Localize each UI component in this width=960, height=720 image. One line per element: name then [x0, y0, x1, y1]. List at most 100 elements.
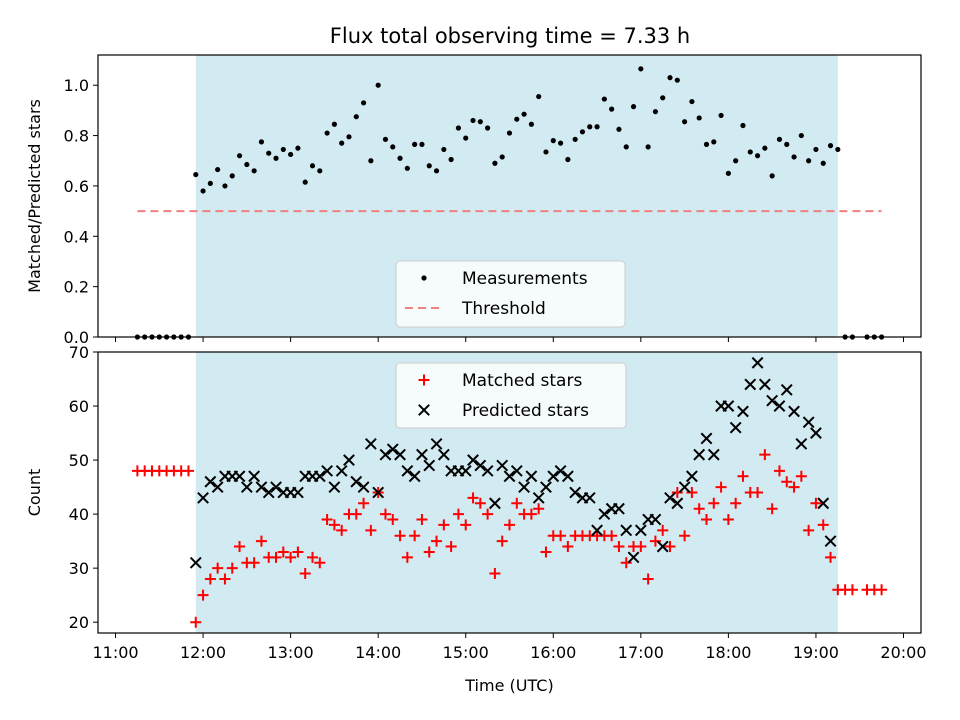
- data-point: [416, 448, 428, 461]
- data-point: [302, 179, 308, 185]
- series-predicted-stars: [189, 356, 837, 569]
- data-point: [386, 443, 399, 456]
- data-point: [292, 486, 304, 499]
- data-point: [657, 524, 669, 536]
- chart-title: Flux total observing time = 7.33 h: [330, 24, 690, 48]
- data-point: [292, 546, 304, 558]
- data-point: [387, 514, 399, 526]
- data-point: [324, 130, 330, 136]
- data-point: [452, 508, 464, 520]
- data-point: [598, 508, 611, 521]
- data-point: [372, 486, 385, 499]
- y-tick-label: 60: [69, 397, 89, 416]
- data-point: [652, 109, 659, 115]
- data-point: [321, 464, 334, 477]
- data-point: [313, 470, 326, 483]
- data-point: [758, 378, 771, 391]
- data-point: [423, 459, 436, 472]
- data-point: [711, 139, 717, 145]
- data-point: [368, 158, 374, 164]
- x-tick-label: 17:00: [618, 643, 664, 662]
- legend-box: [395, 260, 626, 328]
- x-tick-label: 11:00: [92, 643, 138, 662]
- data-point: [328, 519, 340, 531]
- data-point: [401, 551, 413, 563]
- data-point: [645, 144, 651, 150]
- data-point: [780, 383, 793, 396]
- data-point: [722, 400, 735, 412]
- data-point: [803, 524, 815, 536]
- legend-swatch: [421, 275, 427, 281]
- data-point: [788, 405, 800, 418]
- x-axis-label: Time (UTC): [464, 676, 553, 695]
- data-point: [583, 491, 596, 504]
- y-tick-label: 50: [69, 451, 89, 470]
- data-point: [788, 481, 800, 493]
- data-point: [460, 519, 472, 531]
- data-point: [474, 459, 487, 472]
- data-point: [204, 475, 217, 488]
- data-point: [569, 486, 582, 499]
- data-point: [835, 146, 841, 153]
- x-tick-label: 14:00: [355, 643, 401, 662]
- data-point: [295, 145, 301, 151]
- y-tick-label: 0.8: [64, 127, 89, 146]
- data-point: [438, 519, 450, 531]
- data-point: [740, 122, 746, 129]
- data-point: [430, 437, 443, 450]
- data-point: [489, 568, 501, 580]
- data-point: [506, 130, 513, 136]
- data-point: [798, 132, 804, 139]
- data-point: [331, 121, 337, 127]
- data-point: [846, 584, 858, 596]
- data-point: [664, 541, 676, 553]
- data-point: [251, 168, 257, 174]
- data-point: [649, 513, 662, 526]
- series-matched-stars: [131, 449, 888, 628]
- data-point: [485, 125, 491, 131]
- legend-label: Measurements: [462, 269, 588, 289]
- data-point: [642, 573, 654, 585]
- data-point: [718, 112, 724, 119]
- data-point: [273, 155, 279, 161]
- y-tick-label: 1.0: [64, 76, 89, 95]
- data-point: [426, 163, 432, 169]
- data-point: [240, 481, 253, 494]
- data-point: [299, 568, 311, 580]
- data-point: [521, 111, 527, 117]
- y-tick-label: 40: [69, 505, 89, 524]
- axes-frame: [97, 54, 922, 338]
- data-point: [730, 497, 742, 509]
- y-tick-label: 30: [69, 559, 89, 578]
- data-point: [802, 416, 815, 429]
- data-point: [876, 584, 888, 596]
- data-point: [769, 173, 775, 179]
- data-point: [609, 106, 615, 112]
- data-point: [481, 464, 494, 477]
- data-point: [255, 481, 268, 494]
- data-point: [766, 394, 779, 407]
- data-point: [335, 464, 348, 477]
- legend-box: [395, 362, 627, 429]
- data-point: [248, 557, 260, 569]
- data-point: [579, 129, 586, 135]
- data-point: [409, 530, 421, 542]
- data-point: [503, 470, 516, 483]
- data-point: [408, 470, 421, 483]
- legend: Matched stars Predicted stars: [395, 362, 627, 429]
- data-point: [751, 356, 764, 369]
- data-point: [679, 530, 691, 542]
- data-point: [219, 573, 231, 585]
- data-point: [489, 497, 501, 510]
- data-point: [733, 158, 739, 164]
- data-point: [686, 487, 698, 498]
- data-point: [693, 503, 705, 515]
- data-point: [437, 448, 450, 461]
- data-point: [511, 497, 523, 509]
- data-point: [441, 146, 447, 153]
- data-point: [419, 141, 425, 147]
- data-point: [197, 491, 209, 504]
- data-point: [496, 535, 508, 547]
- x-tick-label: 19:00: [793, 643, 839, 662]
- data-point: [343, 454, 355, 466]
